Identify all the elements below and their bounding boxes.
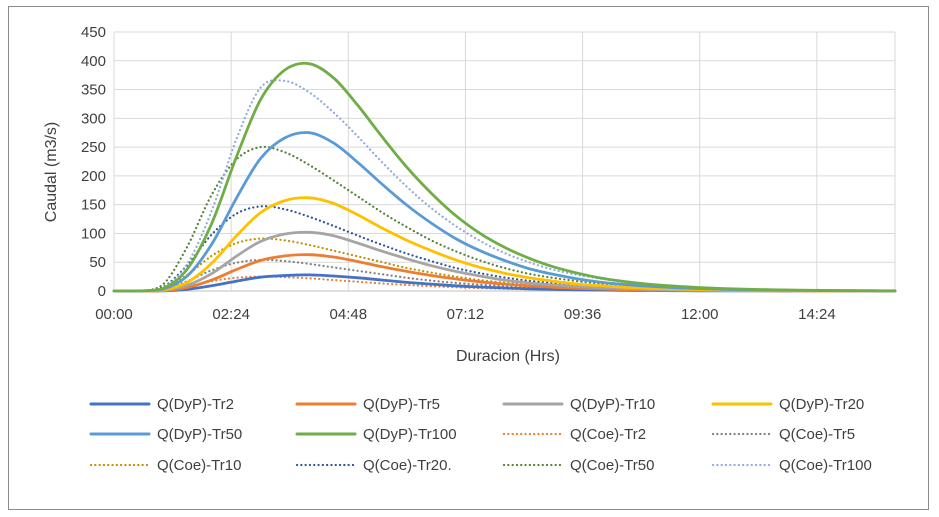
- series-lines: [112, 61, 897, 293]
- legend-item-q-dyp-tr10: Q(DyP)-Tr10: [502, 396, 655, 413]
- gridlines: [113, 31, 896, 292]
- x-tick-label: 12:00: [681, 306, 719, 323]
- legend-item-q-dyp-tr2: Q(DyP)-Tr2: [89, 396, 234, 413]
- legend: Q(DyP)-Tr2 Q(DyP)-Tr5 Q(DyP)-Tr10 Q(DyP)-Tr…: [89, 396, 872, 474]
- legend-item-q-coe-tr5: Q(Coe)-Tr5: [711, 426, 855, 443]
- legend-item-q-coe-tr20: Q(Coe)-Tr20.: [295, 457, 452, 474]
- x-tick-label: 09:36: [564, 306, 602, 323]
- legend-label: Q(Coe)-Tr20.: [363, 457, 452, 474]
- x-tick-label: 07:12: [447, 306, 485, 323]
- legend-item-q-dyp-tr5: Q(DyP)-Tr5: [295, 396, 440, 413]
- legend-label: Q(DyP)-Tr50: [157, 426, 242, 443]
- y-tick-label: 150: [81, 197, 106, 214]
- legend-item-q-dyp-tr100: Q(DyP)-Tr100: [295, 426, 457, 443]
- y-tick-label: 250: [81, 139, 106, 156]
- legend-item-q-coe-tr10: Q(Coe)-Tr10: [89, 457, 241, 474]
- y-axis-title: Caudal (m3/s): [43, 122, 60, 222]
- series-line-q-dyp-tr100: [112, 61, 897, 293]
- x-tick-label: 00:00: [95, 306, 133, 323]
- x-tick-label: 14:24: [798, 306, 836, 323]
- x-axis-title: Duracion (Hrs): [456, 348, 560, 365]
- legend-item-q-dyp-tr50: Q(DyP)-Tr50: [89, 426, 242, 443]
- hydrograph-chart: 0 50 100 150 200 250 300 350 400 450 00:00 02:24 04…: [43, 24, 897, 474]
- legend-label: Q(DyP)-Tr2: [157, 396, 234, 413]
- y-tick-label: 300: [81, 110, 106, 127]
- legend-label: Q(Coe)-Tr5: [779, 426, 855, 443]
- y-tick-label: 350: [81, 82, 106, 99]
- y-axis-ticks: 0 50 100 150 200 250 300 350 400 450: [81, 24, 106, 300]
- legend-label: Q(Coe)-Tr10: [157, 457, 241, 474]
- y-tick-label: 400: [81, 53, 106, 70]
- legend-label: Q(Coe)-Tr50: [570, 457, 654, 474]
- legend-label: Q(DyP)-Tr5: [363, 396, 440, 413]
- legend-label: Q(Coe)-Tr2: [570, 426, 646, 443]
- legend-label: Q(DyP)-Tr10: [570, 396, 655, 413]
- legend-item-q-dyp-tr20: Q(DyP)-Tr20: [711, 396, 864, 413]
- y-tick-label: 0: [98, 283, 106, 300]
- x-tick-label: 04:48: [330, 306, 368, 323]
- legend-label: Q(Coe)-Tr100: [779, 457, 872, 474]
- y-tick-label: 200: [81, 168, 106, 185]
- legend-label: Q(DyP)-Tr100: [363, 426, 457, 443]
- x-tick-label: 02:24: [212, 306, 250, 323]
- chart-frame: 0 50 100 150 200 250 300 350 400 450 00:00 02:24 04…: [8, 6, 929, 510]
- x-axis-ticks: 00:00 02:24 04:48 07:12 09:36 12:00 14:24: [95, 306, 835, 323]
- legend-label: Q(DyP)-Tr20: [779, 396, 864, 413]
- legend-item-q-coe-tr50: Q(Coe)-Tr50: [502, 457, 654, 474]
- legend-item-q-coe-tr100: Q(Coe)-Tr100: [711, 457, 872, 474]
- y-tick-label: 450: [81, 24, 106, 41]
- y-tick-label: 50: [89, 254, 106, 271]
- legend-item-q-coe-tr2: Q(Coe)-Tr2: [502, 426, 646, 443]
- y-tick-label: 100: [81, 225, 106, 242]
